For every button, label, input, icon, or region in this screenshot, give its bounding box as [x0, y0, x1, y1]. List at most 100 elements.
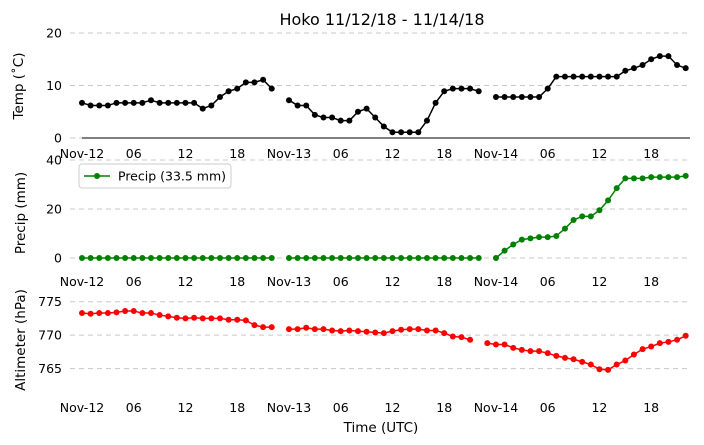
precip-xtick-label: 12 [591, 274, 607, 289]
precip-data-point [199, 255, 206, 261]
precip-xtick-label: Nov-12 [60, 274, 104, 289]
altimeter-data-point [285, 326, 292, 333]
temp-xtick-label: Nov-14 [474, 146, 519, 161]
precip-xtick-label: 18 [643, 274, 659, 289]
temp-data-point [415, 129, 422, 136]
precip-data-point [544, 234, 551, 241]
precip-data-point [130, 255, 137, 261]
temp-data-point [303, 102, 310, 109]
precip-xtick-label: 06 [540, 274, 556, 289]
precip-data-point [173, 255, 180, 261]
precip-data-point [536, 234, 543, 241]
temp-data-point [96, 102, 103, 109]
precip-data-point [113, 255, 120, 261]
altimeter-xtick-label: 12 [178, 400, 194, 415]
altimeter-data-point [380, 330, 387, 337]
temp-data-point [372, 114, 379, 121]
precip-xtick-label: Nov-14 [474, 274, 519, 289]
altimeter-data-point [449, 333, 456, 340]
altimeter-data-point [329, 327, 336, 334]
precip-data-point [303, 255, 310, 261]
altimeter-data-point [656, 340, 663, 347]
altimeter-xtick-label: 06 [333, 400, 349, 415]
altimeter-data-point [130, 308, 137, 315]
altimeter-series-line [81, 310, 687, 371]
precip-data-point [587, 213, 594, 220]
precip-data-point [165, 255, 172, 261]
altimeter-xtick-label: 18 [643, 400, 659, 415]
temp-xtick-label: 18 [643, 146, 659, 161]
altimeter-data-point [492, 341, 499, 348]
altimeter-data-point [87, 310, 94, 317]
temp-data-point [423, 117, 430, 124]
altimeter-data-point [406, 326, 413, 333]
temp-xtick-label: Nov-12 [60, 146, 104, 161]
temp-data-point [346, 117, 353, 124]
temp-data-point [242, 79, 249, 86]
precip-data-point [216, 255, 223, 261]
temp-xtick-label: 06 [540, 146, 556, 161]
precip-data-point [122, 255, 129, 261]
legend-marker-sample [94, 173, 100, 179]
altimeter-data-point [191, 314, 198, 321]
precip-data-point [501, 247, 508, 254]
altimeter-data-point [216, 315, 223, 322]
temp-xtick-label: 18 [436, 146, 452, 161]
altimeter-data-point [527, 348, 534, 355]
temp-data-point [605, 73, 612, 80]
precip-data-point [570, 217, 577, 224]
precip-data-point [648, 174, 655, 181]
altimeter-data-point [354, 328, 361, 335]
altimeter-data-point [536, 348, 543, 355]
altimeter-xtick-label: 18 [436, 400, 452, 415]
altimeter-data-point [518, 346, 525, 353]
precip-data-point [510, 241, 517, 248]
precip-data-point [613, 185, 620, 192]
temp-data-point [492, 94, 499, 101]
temp-data-point [104, 102, 111, 109]
altimeter-xtick-label: 12 [591, 400, 607, 415]
temp-data-point [320, 114, 327, 121]
precip-data-point [354, 255, 361, 261]
temp-data-point [294, 102, 301, 109]
temp-data-point [648, 56, 655, 63]
precip-data-point [553, 232, 560, 239]
temp-data-point [363, 105, 370, 112]
temp-data-point [147, 97, 154, 104]
precip-data-point [561, 225, 568, 232]
temp-data-point [87, 102, 94, 109]
temp-data-point [510, 94, 517, 101]
altimeter-data-point [389, 328, 396, 335]
temp-data-point [441, 88, 448, 95]
precip-y-axis-label: Precip (mm) [13, 172, 29, 254]
altimeter-data-point [294, 326, 301, 333]
altimeter-data-point [484, 340, 491, 347]
altimeter-data-point [674, 336, 681, 343]
altimeter-data-point [639, 346, 646, 353]
precip-data-point [139, 255, 146, 261]
temp-data-point [613, 73, 620, 80]
precip-data-point [104, 255, 111, 261]
temp-data-point [113, 99, 120, 106]
temp-xtick-label: 12 [591, 146, 607, 161]
precip-data-point [208, 255, 215, 261]
precip-data-point [527, 235, 534, 242]
precip-data-point [329, 255, 336, 261]
altimeter-data-point [622, 357, 629, 364]
precip-data-point [234, 255, 241, 261]
precip-data-point [380, 255, 387, 261]
altimeter-ytick-label: 765 [38, 361, 62, 376]
temp-xtick-label: Nov-13 [267, 146, 311, 161]
temp-data-point [380, 123, 387, 130]
altimeter-data-point [303, 324, 310, 331]
altimeter-data-point [199, 315, 206, 322]
precip-data-point [682, 172, 689, 179]
precip-xtick-label: 06 [126, 274, 142, 289]
temp-data-point [674, 62, 681, 69]
temp-data-point [337, 117, 344, 124]
altimeter-panel: 765 770 775 Nov-12 06 12 18 Nov-13 06 12 18 Nov-14 0… [38, 294, 690, 415]
altimeter-data-point [553, 352, 560, 359]
precip-data-point [674, 174, 681, 181]
precip-data-point [630, 175, 637, 182]
